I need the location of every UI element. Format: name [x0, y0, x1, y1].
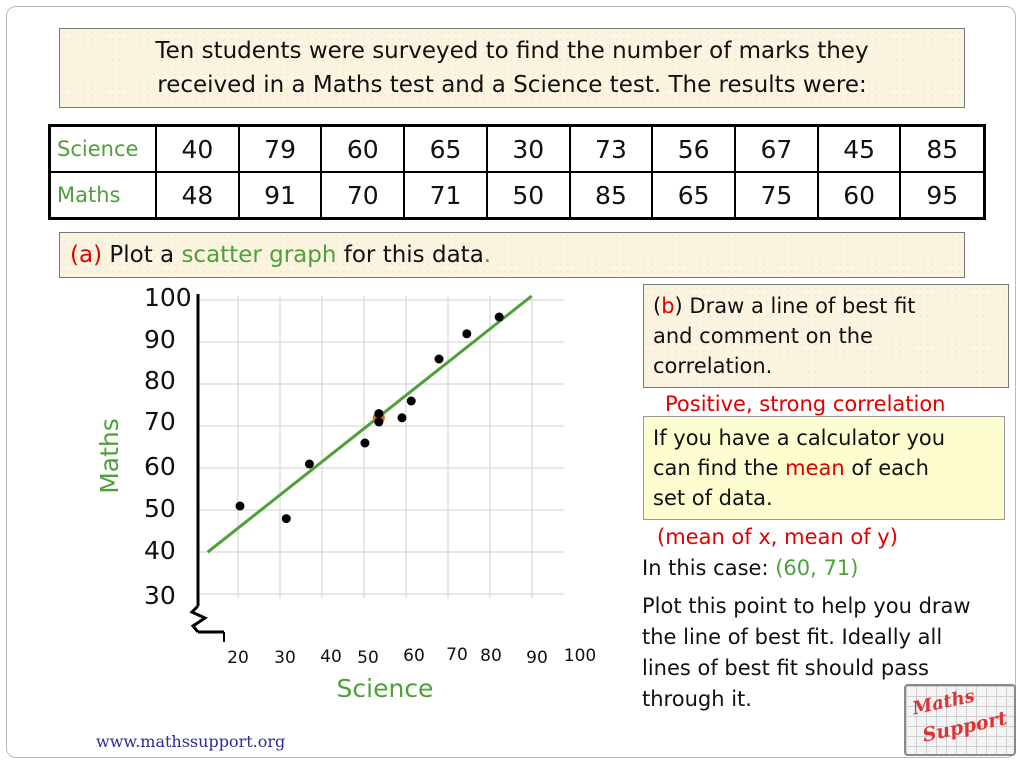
table-cell: 71: [403, 171, 488, 220]
plot-note-line-1: Plot this point to help you draw: [642, 594, 971, 618]
plot-note-line-3: lines of best fit should pass: [642, 656, 929, 680]
plot-note: Plot this point to help you draw the lin…: [642, 591, 1017, 715]
x-tick-label: 20: [227, 648, 249, 668]
x-axis-label: Science: [337, 674, 434, 703]
y-axis-label: Maths: [95, 418, 124, 494]
table-cell: 75: [734, 171, 819, 220]
y-tick-label: 30: [144, 581, 176, 610]
table-cell: 85: [568, 171, 654, 220]
part-b-letter: b: [661, 294, 675, 318]
x-tick-label: 50: [357, 648, 379, 668]
part-b-text-1: Draw a line of best fit: [682, 294, 916, 318]
data-point: [281, 514, 291, 524]
part-b-line-2: and comment on the: [653, 324, 873, 348]
data-point: [434, 354, 444, 364]
y-tick-label: 90: [144, 325, 176, 354]
case-prefix: In this case:: [642, 556, 776, 580]
data-point: [462, 329, 472, 339]
y-tick-label: 50: [144, 494, 176, 523]
y-tick-label: 100: [144, 283, 192, 312]
part-a-highlight: scatter graph: [181, 242, 337, 268]
table-row-maths: Maths 48 91 70 71 50 85 65 75 60 95: [48, 171, 986, 220]
part-b-line-1: (b) Draw a line of best fit: [653, 291, 1008, 321]
data-point: [397, 413, 407, 423]
y-tick-label: 80: [144, 366, 176, 395]
table-cell: 67: [734, 124, 819, 173]
line-of-best-fit: [206, 294, 533, 554]
table-cell: 60: [816, 171, 902, 220]
part-a-label: (a): [70, 242, 103, 268]
data-point: [304, 459, 314, 469]
calc-line-2: can find the mean of each: [653, 453, 1004, 483]
calc-text-2a: can find the: [653, 456, 786, 480]
intro-line-1: Ten students were surveyed to find the n…: [155, 38, 869, 64]
case-value: (60, 71): [775, 556, 859, 580]
case-note: In this case: (60, 71): [642, 556, 858, 580]
table-cell: 30: [485, 124, 571, 173]
data-point: [374, 409, 384, 419]
part-b-box: (b) Draw a line of best fit and comment …: [643, 284, 1009, 388]
data-point: [374, 417, 384, 427]
part-a-text-2: for this data: [336, 242, 484, 268]
calc-text-2b: of each: [844, 456, 929, 480]
plot-note-line-2: the line of best fit. Ideally all: [642, 625, 943, 649]
part-b-line-3: correlation.: [653, 354, 773, 378]
table-row-science: Science 40 79 60 65 30 73 56 67 45 85: [48, 124, 986, 173]
part-a-box: (a) Plot a scatter graph for this data.: [59, 232, 965, 278]
table-cell: 73: [568, 124, 654, 173]
part-b-open: (: [653, 294, 662, 318]
plot-note-line-4: through it.: [642, 687, 752, 711]
footer-website-link[interactable]: www.mathssupport.org: [96, 732, 286, 751]
scatter-chart: 100 90 80 70 60 50 40 30 20 30 40 50 60 70 80 90 100 Scie…: [95, 283, 596, 703]
table-cell: 91: [237, 171, 323, 220]
table-cell: 45: [816, 124, 902, 173]
table-cell: 48: [155, 171, 240, 220]
x-tick-label: 100: [564, 646, 596, 666]
table-cell: 60: [320, 124, 406, 173]
y-tick-label: 40: [144, 536, 176, 565]
x-tick-label: 60: [403, 646, 425, 666]
table-cell: 65: [403, 124, 488, 173]
calc-line-3: set of data.: [653, 486, 773, 510]
x-tick-label: 40: [320, 647, 342, 667]
x-tick-label: 80: [480, 646, 502, 666]
table-cell: 50: [485, 171, 571, 220]
x-tick-label: 70: [446, 645, 468, 665]
data-table: Science 40 79 60 65 30 73 56 67 45 85 Ma…: [48, 124, 986, 220]
data-point: [360, 438, 370, 448]
part-b-close: ): [674, 294, 683, 318]
table-cell: 56: [651, 124, 737, 173]
slide-frame: [6, 6, 1016, 758]
data-point: [406, 396, 416, 406]
table-cell: 65: [651, 171, 737, 220]
x-tick-label: 30: [274, 648, 296, 668]
part-a-period: .: [483, 242, 492, 268]
table-cell: 70: [320, 171, 406, 220]
table-cell: 85: [899, 124, 986, 173]
data-point: [235, 501, 245, 511]
y-axis-break: [189, 604, 209, 633]
x-tick-label: 90: [526, 648, 548, 668]
intro-line-2: received in a Maths test and a Science t…: [157, 72, 867, 98]
calc-line-1: If you have a calculator you: [653, 426, 946, 450]
data-point: [494, 312, 504, 322]
calculator-tip-box: If you have a calculator you can find th…: [643, 416, 1005, 520]
row-label-maths: Maths: [48, 171, 157, 220]
table-cell: 95: [899, 171, 986, 220]
mean-note: (mean of x, mean of y): [657, 525, 898, 549]
correlation-answer: Positive, strong correlation: [665, 392, 946, 416]
part-a-text-1: Plot a: [109, 242, 182, 268]
y-tick-label: 70: [144, 407, 176, 436]
y-tick-label: 60: [144, 452, 176, 481]
maths-support-logo: Maths Support: [904, 684, 1016, 756]
intro-box: Ten students were surveyed to find the n…: [59, 28, 965, 108]
table-cell: 40: [155, 124, 240, 173]
table-cell: 79: [237, 124, 323, 173]
calc-mean-highlight: mean: [785, 456, 845, 480]
row-label-science: Science: [48, 124, 157, 173]
